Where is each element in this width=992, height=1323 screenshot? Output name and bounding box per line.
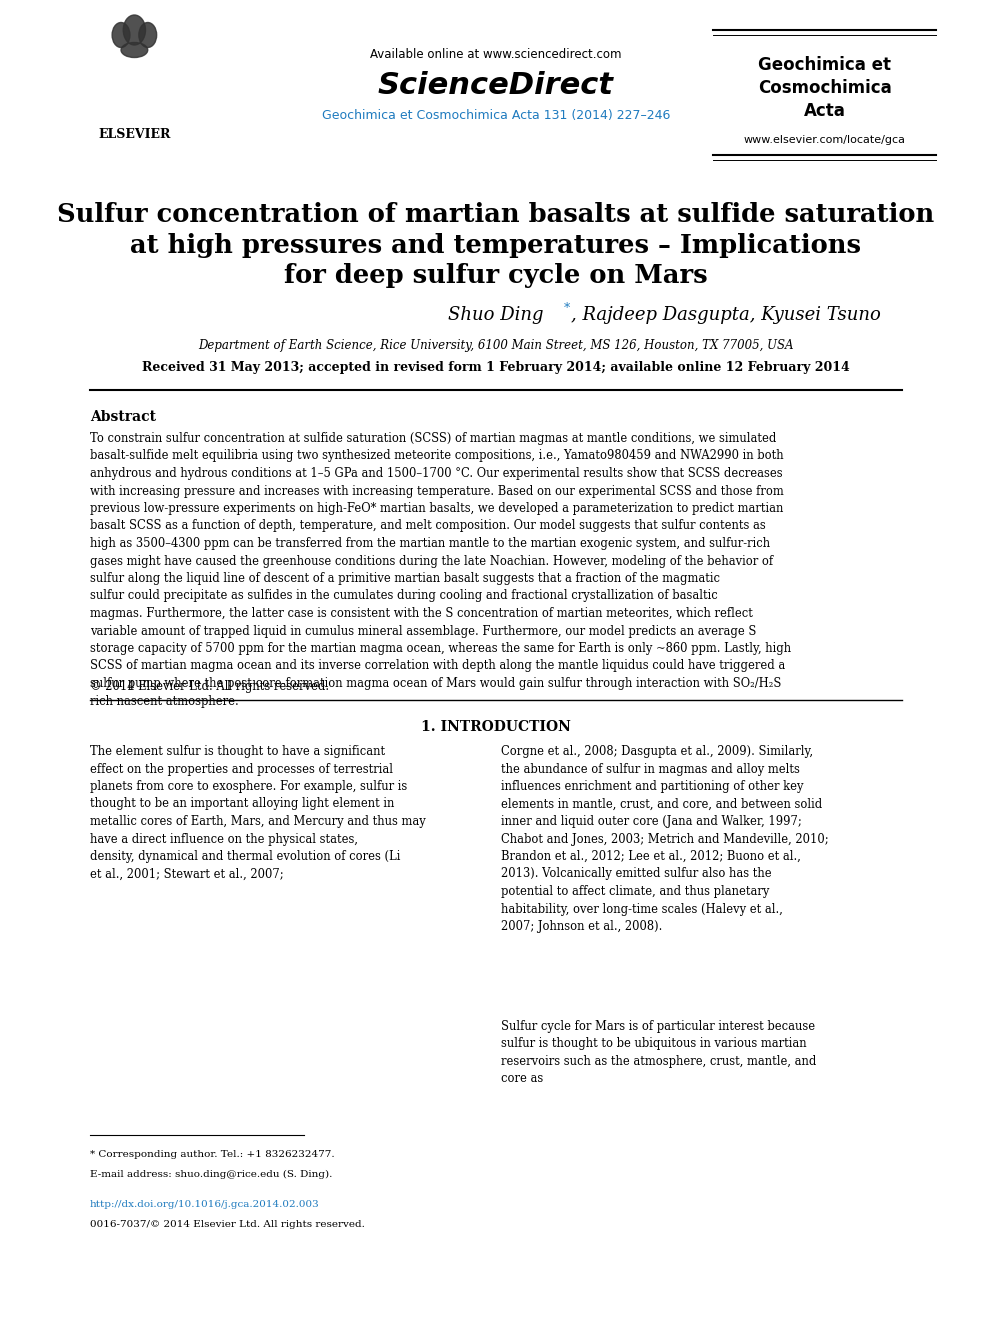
Text: Cosmochimica: Cosmochimica — [758, 79, 892, 97]
Text: 0016-7037/© 2014 Elsevier Ltd. All rights reserved.: 0016-7037/© 2014 Elsevier Ltd. All right… — [90, 1220, 365, 1229]
Text: www.elsevier.com/locate/gca: www.elsevier.com/locate/gca — [744, 135, 906, 146]
Text: Department of Earth Science, Rice University, 6100 Main Street, MS 126, Houston,: Department of Earth Science, Rice Univer… — [198, 339, 794, 352]
Text: http://dx.doi.org/10.1016/j.gca.2014.02.003: http://dx.doi.org/10.1016/j.gca.2014.02.… — [90, 1200, 319, 1209]
Text: Received 31 May 2013; accepted in revised form 1 February 2014; available online: Received 31 May 2013; accepted in revise… — [142, 361, 850, 374]
Text: ScienceDirect: ScienceDirect — [378, 70, 614, 99]
Text: Sulfur cycle for Mars is of particular interest because
sulfur is thought to be : Sulfur cycle for Mars is of particular i… — [501, 1020, 816, 1085]
Text: To constrain sulfur concentration at sulfide saturation (SCSS) of martian magmas: To constrain sulfur concentration at sul… — [90, 433, 791, 708]
Ellipse shape — [123, 15, 146, 45]
Text: Shuo Ding: Shuo Ding — [448, 306, 544, 324]
Text: Acta: Acta — [804, 102, 845, 120]
Text: The element sulfur is thought to have a significant
effect on the properties and: The element sulfur is thought to have a … — [90, 745, 426, 881]
Text: * Corresponding author. Tel.: +1 8326232477.: * Corresponding author. Tel.: +1 8326232… — [90, 1150, 334, 1159]
Text: Abstract: Abstract — [90, 410, 156, 423]
Text: © 2014 Elsevier Ltd. All rights reserved.: © 2014 Elsevier Ltd. All rights reserved… — [90, 680, 329, 693]
Text: Sulfur concentration of martian basalts at sulfide saturation: Sulfur concentration of martian basalts … — [58, 202, 934, 228]
Text: for deep sulfur cycle on Mars: for deep sulfur cycle on Mars — [284, 262, 708, 287]
Ellipse shape — [112, 22, 130, 48]
Text: at high pressures and temperatures – Implications: at high pressures and temperatures – Imp… — [131, 233, 861, 258]
Text: 1. INTRODUCTION: 1. INTRODUCTION — [421, 720, 571, 734]
Text: Corgne et al., 2008; Dasgupta et al., 2009). Similarly,
the abundance of sulfur : Corgne et al., 2008; Dasgupta et al., 20… — [501, 745, 829, 933]
Text: *: * — [563, 302, 570, 315]
Ellipse shape — [139, 22, 157, 48]
Ellipse shape — [121, 42, 148, 57]
Text: Available online at www.sciencedirect.com: Available online at www.sciencedirect.co… — [370, 49, 622, 61]
Text: , Rajdeep Dasgupta, Kyusei Tsuno: , Rajdeep Dasgupta, Kyusei Tsuno — [570, 306, 881, 324]
Text: Geochimica et: Geochimica et — [758, 56, 891, 74]
Text: E-mail address: shuo.ding@rice.edu (S. Ding).: E-mail address: shuo.ding@rice.edu (S. D… — [90, 1170, 332, 1179]
Text: ELSEVIER: ELSEVIER — [98, 128, 171, 142]
Text: Geochimica et Cosmochimica Acta 131 (2014) 227–246: Geochimica et Cosmochimica Acta 131 (201… — [321, 108, 671, 122]
